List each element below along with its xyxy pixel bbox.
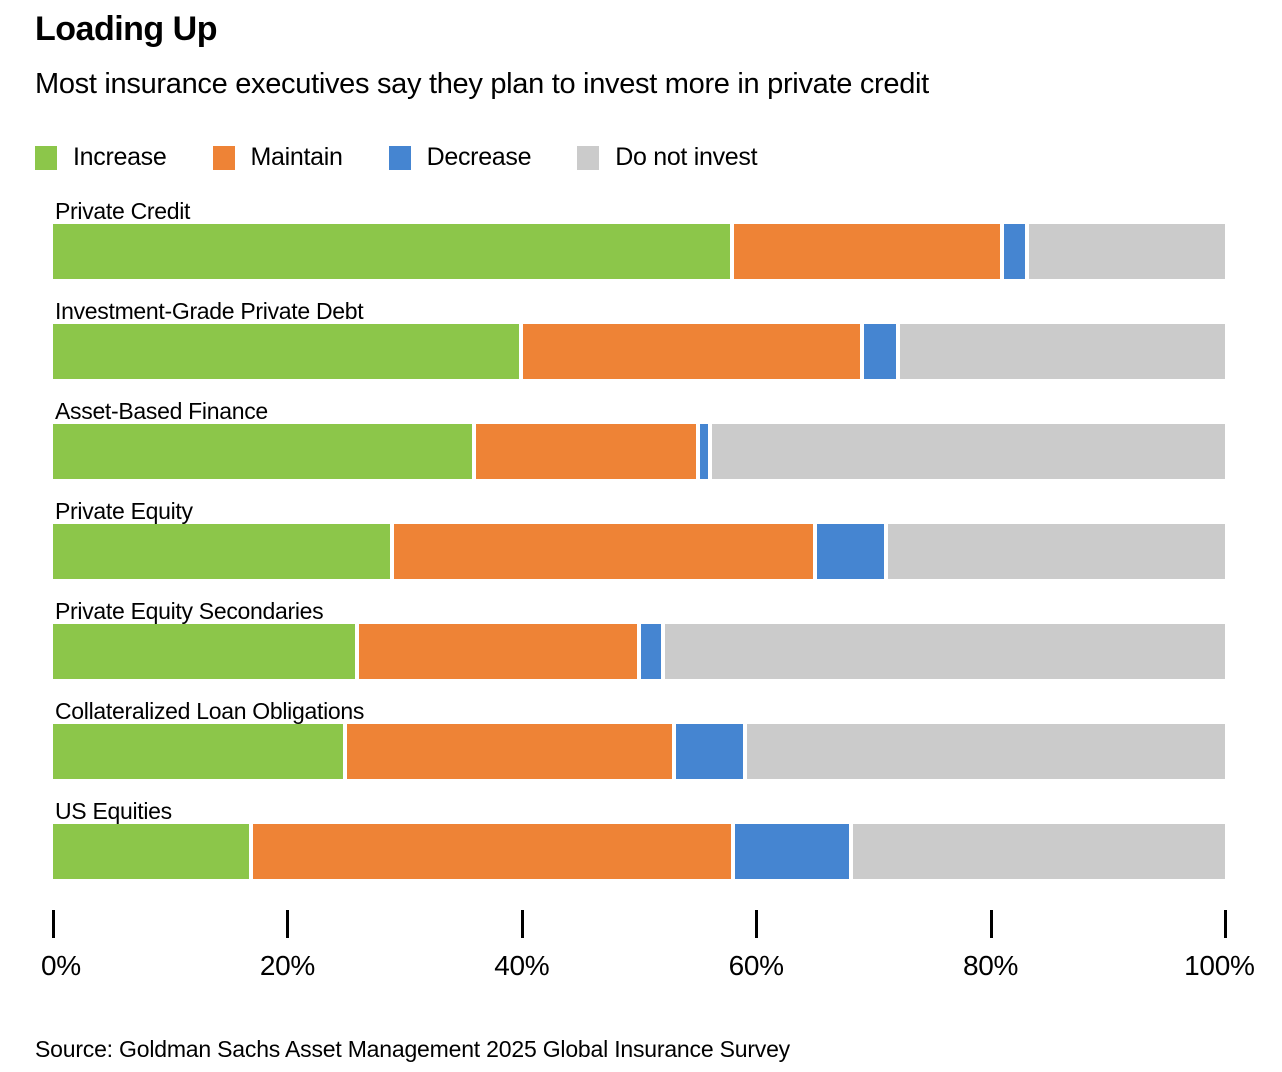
- axis-tick: [1224, 910, 1227, 938]
- axis-tick-label: 80%: [963, 950, 1019, 981]
- axis-tick: [755, 910, 759, 938]
- axis-tick: [52, 910, 55, 938]
- bar-segment-do-not-invest: [899, 324, 1225, 379]
- bar-segment-do-not-invest: [665, 624, 1225, 679]
- bar-segment-maintain: [475, 424, 696, 479]
- category-label: US Equities: [55, 798, 172, 824]
- bar-segment-decrease: [1004, 224, 1025, 279]
- chart-row: Private Equity: [53, 498, 1225, 579]
- axis-tick: [989, 910, 993, 938]
- bar-segment-increase: [53, 824, 250, 879]
- bar-segment-maintain: [347, 724, 673, 779]
- legend-item-increase: Increase: [35, 143, 167, 172]
- axis-tick-label: 40%: [494, 950, 550, 981]
- chart-subtitle: Most insurance executives say they plan …: [35, 68, 929, 100]
- legend-item-do-not-invest: Do not invest: [577, 143, 758, 172]
- x-axis: 0% 20% 40% 60% 80% 100%: [41, 910, 1255, 990]
- bar-segment-increase: [53, 724, 343, 779]
- bar-segment-maintain: [393, 524, 813, 579]
- bar-segment-maintain: [253, 824, 731, 879]
- stacked-bar: [53, 424, 1225, 479]
- axis-tick-label: 60%: [728, 950, 784, 981]
- stacked-bar: [53, 724, 1225, 779]
- legend-label: Maintain: [250, 143, 343, 171]
- legend: Increase Maintain Decrease Do not invest: [35, 143, 803, 172]
- legend-item-decrease: Decrease: [388, 143, 532, 172]
- legend-swatch-icon: [35, 145, 57, 170]
- category-label: Private Equity: [55, 498, 193, 524]
- bar-segment-maintain: [522, 324, 860, 379]
- bar-segment-decrease: [816, 524, 885, 579]
- legend-label: Increase: [73, 143, 167, 171]
- chart-row: Asset-Based Finance: [53, 398, 1225, 479]
- stacked-bar: [53, 524, 1225, 579]
- bar-segment-decrease: [863, 324, 896, 379]
- chart-rows: Private Credit Investment-Grade Private D…: [53, 198, 1225, 898]
- legend-label: Do not invest: [615, 143, 758, 171]
- chart-row: US Equities: [53, 798, 1225, 879]
- bar-segment-maintain: [358, 624, 637, 679]
- bar-segment-increase: [53, 224, 730, 279]
- axis-tick: [286, 910, 290, 938]
- source-note: Source: Goldman Sachs Asset Management 2…: [35, 1036, 790, 1062]
- chart-row: Collateralized Loan Obligations: [53, 698, 1225, 779]
- category-label: Collateralized Loan Obligations: [55, 698, 365, 724]
- bar-segment-increase: [53, 524, 390, 579]
- axis-tick-label: 100%: [1184, 950, 1255, 981]
- bar-segment-decrease: [734, 824, 849, 879]
- category-label: Asset-Based Finance: [55, 398, 268, 424]
- bar-segment-decrease: [699, 424, 709, 479]
- bar-segment-do-not-invest: [1028, 224, 1225, 279]
- axis-tick: [520, 910, 524, 938]
- axis-tick-label: 0%: [41, 950, 81, 981]
- legend-label: Decrease: [426, 143, 532, 171]
- bar-segment-decrease: [676, 724, 744, 779]
- chart-row: Investment-Grade Private Debt: [53, 298, 1225, 379]
- bar-segment-do-not-invest: [852, 824, 1225, 879]
- chart-row: Private Credit: [53, 198, 1225, 279]
- bar-segment-increase: [53, 324, 519, 379]
- bar-segment-increase: [53, 624, 355, 679]
- stacked-bar: [53, 324, 1225, 379]
- chart-row: Private Equity Secondaries: [53, 598, 1225, 679]
- bar-segment-do-not-invest: [747, 724, 1225, 779]
- legend-swatch-icon: [388, 145, 411, 170]
- legend-item-maintain: Maintain: [212, 143, 343, 172]
- stacked-bar: [53, 624, 1225, 679]
- chart-title: Loading Up: [35, 10, 217, 48]
- bar-segment-do-not-invest: [712, 424, 1225, 479]
- category-label: Private Equity Secondaries: [55, 598, 324, 624]
- stacked-bar: [53, 224, 1225, 279]
- axis-tick-label: 20%: [259, 950, 315, 981]
- bar-segment-do-not-invest: [888, 524, 1225, 579]
- bar-segment-increase: [53, 424, 472, 479]
- category-label: Investment-Grade Private Debt: [55, 298, 364, 324]
- stacked-bar: [53, 824, 1225, 879]
- category-label: Private Credit: [55, 198, 191, 224]
- legend-swatch-icon: [212, 145, 235, 170]
- bar-segment-maintain: [733, 224, 1001, 279]
- legend-swatch-icon: [577, 145, 600, 170]
- bar-segment-decrease: [640, 624, 662, 679]
